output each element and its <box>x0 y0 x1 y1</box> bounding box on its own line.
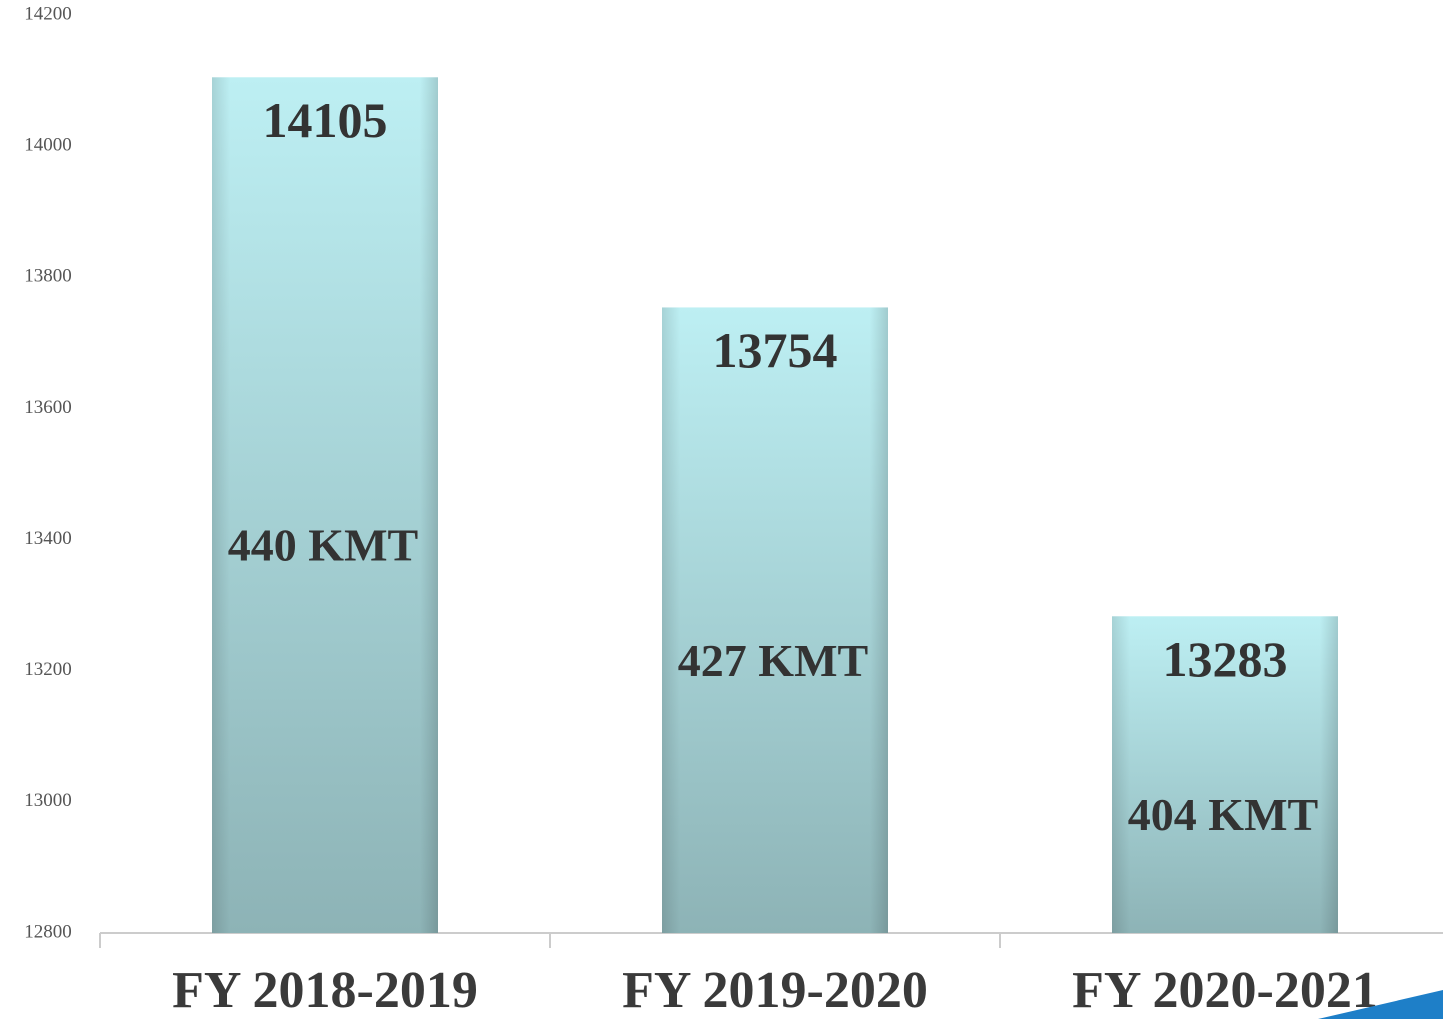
bar-shade <box>662 307 888 933</box>
y-tick-label: 13600 <box>24 397 72 418</box>
y-tick-label: 14000 <box>24 135 72 156</box>
y-tick-label: 14200 <box>24 3 72 24</box>
bar-shade <box>1112 616 1338 933</box>
value-label: 13754 <box>713 322 838 378</box>
value-label: 14105 <box>263 92 388 148</box>
annotation: 427 KMT <box>678 635 868 686</box>
x-tick-label: FY 2019-2020 <box>622 962 928 1019</box>
y-tick-label: 13000 <box>24 790 72 811</box>
annotation: 404 KMT <box>1128 789 1318 840</box>
bar-shade <box>212 77 438 934</box>
x-tick-label: FY 2018-2019 <box>172 962 478 1019</box>
y-tick-label: 13200 <box>24 659 72 680</box>
decoration <box>1318 990 1443 1019</box>
plot: 12800 13000 13200 13400 13600 13800 14000 14200… <box>24 3 1443 1019</box>
y-tick-label: 13800 <box>24 266 72 287</box>
x-tick-label: FY 2020-2021 <box>1072 962 1378 1019</box>
value-label: 13283 <box>1163 631 1288 687</box>
y-tick-label: 13400 <box>24 528 72 549</box>
annotation: 440 KMT <box>228 520 418 571</box>
y-tick-label: 12800 <box>24 921 72 942</box>
